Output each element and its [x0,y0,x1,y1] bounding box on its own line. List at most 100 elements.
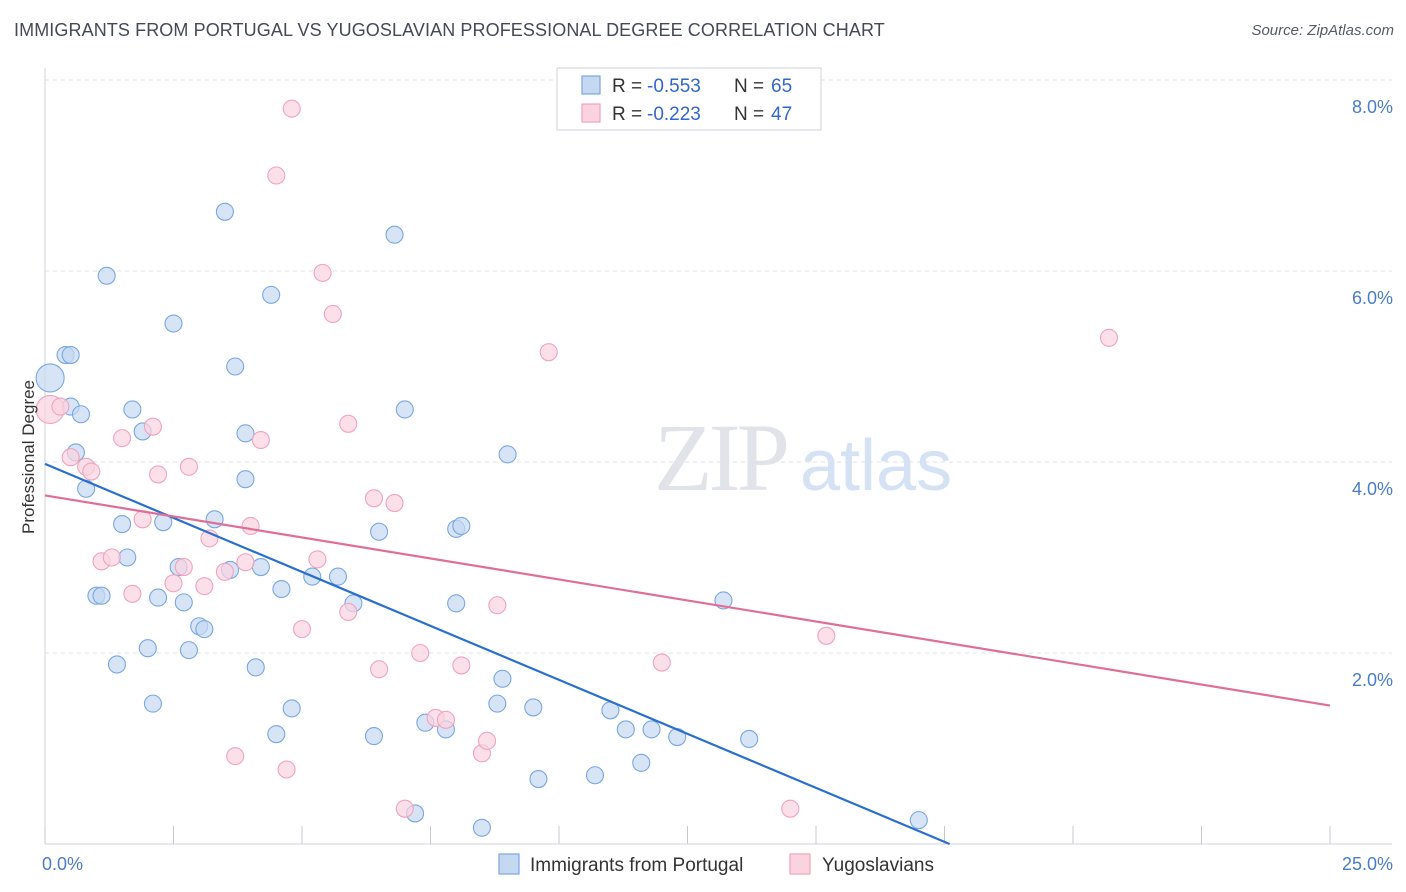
data-point [236,470,255,489]
data-point [277,760,296,779]
legend-swatch-portugal [581,75,601,95]
bottom-legend: Immigrants from Portugal Yugoslavians [498,853,934,876]
data-point [236,424,255,443]
y-axis-label: Professional Degree [19,380,38,534]
data-point [215,562,234,581]
data-point [267,725,286,744]
legend-r-yugoslavians: -0.223 [647,104,701,125]
data-point [195,577,214,596]
data-point [82,462,101,481]
data-point [411,643,430,663]
data-point [436,710,455,729]
watermark-zip: ZIP [654,404,787,511]
data-point [472,818,491,837]
axes: 2.0% 4.0% 6.0% 8.0% 0.0% 25.0% [42,68,1393,874]
x-tick-label-0: 0.0% [42,854,83,874]
legend-r-portugal: -0.553 [647,76,701,97]
bottom-legend-yugoslavians: Yugoslavians [822,855,934,876]
data-point [149,588,168,607]
data-point [174,557,193,577]
legend-r-label-portugal: R = [612,76,642,97]
data-point [35,363,65,393]
data-point [113,515,132,534]
data-point [498,445,517,464]
legend-n-portugal: 65 [771,76,792,97]
series-yugoslavians-points [35,99,1119,818]
data-point [262,285,281,304]
legend-swatch-yugoslavians [581,103,601,123]
data-point [524,698,543,717]
data-point [652,653,671,672]
data-point [323,304,342,324]
data-point [51,397,70,416]
data-point [282,699,301,718]
data-point [138,639,157,658]
data-point [529,770,548,789]
legend-r-label-yugoslavians: R = [612,104,642,125]
data-point [308,550,327,569]
legend-box: R = -0.553 N = 65 R = -0.223 N = 47 [556,67,822,131]
data-point [447,594,466,613]
data-point [174,593,193,612]
data-point [118,548,137,567]
data-point [251,557,270,577]
data-point [143,694,162,713]
data-point [585,766,605,785]
bottom-legend-swatch-portugal [498,853,520,875]
legend-n-yugoslavians: 47 [771,104,792,125]
data-point [149,465,168,484]
grid-lines [45,79,1392,654]
data-points [35,99,1119,837]
legend-n-label-portugal: N = [734,76,764,97]
data-point [642,720,661,739]
data-point [71,405,91,424]
data-point [246,658,265,677]
data-point [92,586,111,605]
data-point [452,656,471,675]
y-tick-label-2: 2.0% [1352,670,1393,690]
data-point [817,626,836,645]
data-point [215,202,234,221]
bottom-legend-swatch-yugoslavians [789,853,811,875]
y-tick-label-4: 4.0% [1352,479,1393,499]
data-point [113,429,132,448]
data-point [493,669,512,688]
chart-title: IMMIGRANTS FROM PORTUGAL VS YUGOSLAVIAN … [14,20,885,40]
data-point [61,345,80,365]
data-point [123,584,142,603]
data-point [909,811,928,830]
data-point [179,457,198,476]
data-point [339,414,358,433]
data-point [226,747,245,766]
data-point [781,799,800,818]
data-point [236,553,255,572]
data-point [179,641,198,660]
data-point [364,727,384,746]
watermark-atlas: atlas [800,426,952,506]
legend-n-label-yugoslavians: N = [734,104,764,125]
data-point [107,655,127,674]
data-point [313,263,332,282]
data-point [251,430,270,450]
data-point [395,799,414,818]
data-point [292,620,312,639]
data-point [632,753,651,772]
y-tick-label-6: 6.0% [1352,288,1393,308]
trend-line-yugoslavians [44,494,1331,707]
data-point [477,731,497,750]
data-point [339,602,358,621]
x-tick-label-25: 25.0% [1342,854,1393,874]
bottom-legend-portugal: Immigrants from Portugal [530,855,743,876]
data-point [241,516,260,536]
data-point [488,596,507,615]
data-point [328,567,348,586]
data-point [452,516,471,536]
data-point [1099,328,1119,347]
data-point [272,579,291,599]
data-point [539,343,558,362]
y-tick-label-8: 8.0% [1352,97,1393,117]
data-point [123,400,142,419]
data-point [282,99,301,118]
data-point [267,166,286,185]
